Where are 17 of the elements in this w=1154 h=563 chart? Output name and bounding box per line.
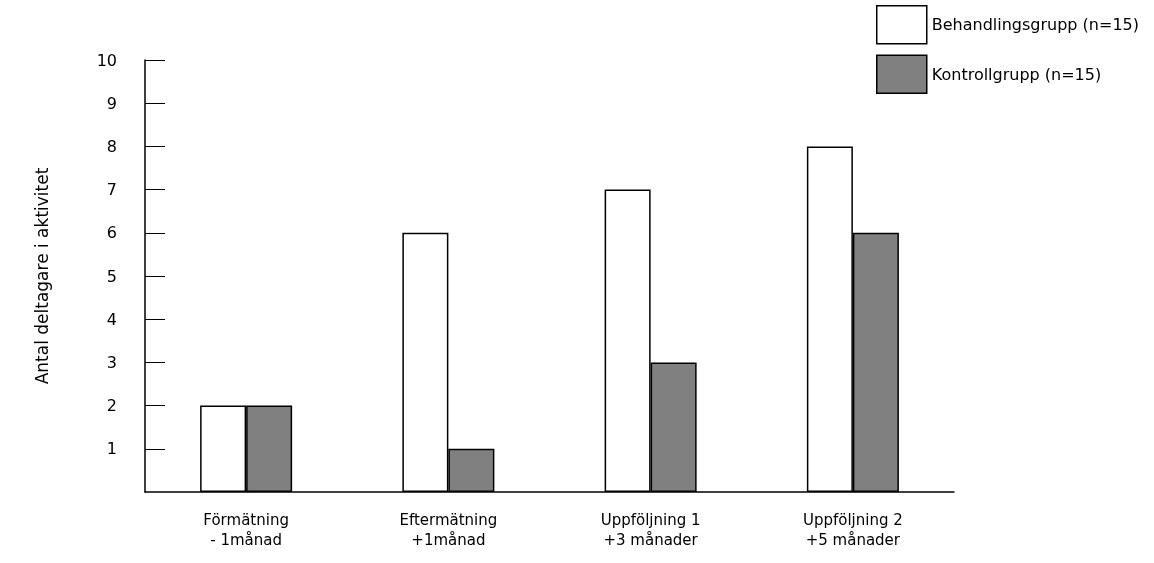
y-tick-label: 5 [106, 266, 117, 286]
y-tick-label: 2 [106, 396, 117, 416]
y-tick-label: 7 [106, 180, 117, 200]
y-tick-label: 1 [106, 439, 117, 459]
legend-label: Behandlingsgrupp (n=15) [931, 15, 1139, 35]
y-tick-label: 8 [106, 136, 117, 156]
y-tick-label: 4 [106, 309, 117, 329]
y-tick-label: 10 [96, 50, 117, 70]
x-tick-label: Förmätning - 1månad [203, 511, 289, 549]
legend-label: Kontrollgrupp (n=15) [931, 64, 1102, 84]
y-tick-label: 3 [106, 352, 117, 372]
x-tick-label: Uppföljning 2 +5 månader [802, 511, 903, 549]
x-tick-label: Eftermätning +1månad [399, 511, 498, 549]
y-tick-label: 9 [106, 93, 117, 113]
x-tick-label: Uppföljning 1 +3 månader [600, 511, 701, 549]
y-axis-title: Antal deltagare i aktivitet [31, 167, 52, 385]
y-tick-label: 6 [106, 223, 117, 243]
